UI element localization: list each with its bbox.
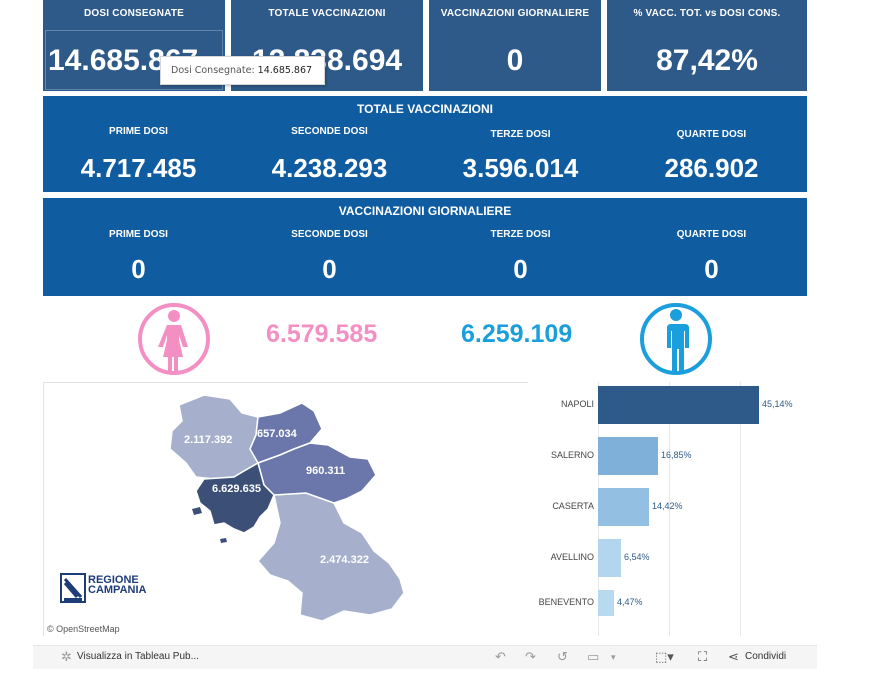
panel-title: TOTALE VACCINAZIONI — [357, 102, 493, 116]
revert-icon[interactable]: ↺ — [557, 649, 568, 664]
cell-label: TERZE DOSI — [490, 229, 551, 240]
cell-label: SECONDE DOSI — [291, 126, 368, 137]
bar-value-label: 4,47% — [617, 597, 643, 607]
kpi-vaccinazioni-giornaliere[interactable]: VACCINAZIONI GIORNALIERE 0 — [429, 0, 601, 91]
male-icon — [640, 303, 712, 375]
cell-terze-dosi[interactable]: TERZE DOSI 3.596.014 — [425, 129, 616, 184]
logo-line-2: CAMPANIA — [88, 584, 147, 596]
bar[interactable] — [598, 488, 649, 526]
province-napoli — [195, 461, 275, 534]
panel-vaccinazioni-giornaliere: VACCINAZIONI GIORNALIERE PRIME DOSI 0 SE… — [43, 198, 807, 296]
cell-label: TERZE DOSI — [490, 129, 551, 140]
map-label-salerno: 2.474.322 — [320, 554, 369, 566]
map-label-avellino: 960.311 — [306, 465, 346, 477]
kpi-label: VACCINAZIONI GIORNALIERE — [440, 8, 590, 19]
kpi-label: DOSI CONSEGNATE — [83, 8, 185, 19]
tooltip-value: 14.685.867 — [257, 65, 313, 76]
undo-icon[interactable]: ↶ — [495, 649, 506, 664]
gridline — [669, 382, 670, 636]
province-avellino — [257, 442, 377, 504]
cell-value: 286.902 — [664, 153, 759, 183]
cell-value: 0 — [322, 254, 337, 284]
logo-text: REGIONE CAMPANIA — [88, 574, 147, 596]
cell-value: 0 — [704, 254, 719, 284]
bar-category-label: CASERTA — [552, 501, 594, 511]
tableau-icon[interactable]: ✲ — [61, 649, 72, 664]
map-label-benevento: 657.034 — [257, 428, 297, 440]
logo-line-1: REGIONE — [88, 574, 139, 586]
kpi-value: 0 — [506, 44, 524, 77]
bar-value-label: 14,42% — [652, 501, 683, 511]
cell-seconde-dosi[interactable]: SECONDE DOSI 0 — [234, 229, 425, 285]
bar-category-label: NAPOLI — [560, 399, 594, 409]
gridline — [740, 382, 741, 636]
campania-map[interactable]: 2.117.392 657.034 960.311 6.629.635 2.47… — [43, 382, 528, 636]
kpi-dosi-consegnate[interactable]: DOSI CONSEGNATE 14.685.867 — [43, 0, 225, 91]
fullscreen-icon[interactable]: ⛶ — [698, 649, 708, 664]
cell-terze-dosi[interactable]: TERZE DOSI 0 — [425, 229, 616, 285]
bar-category-label: BENEVENTO — [538, 597, 594, 607]
bar-category-label: AVELLINO — [550, 552, 594, 562]
regione-campania-logo — [60, 573, 86, 603]
cell-value: 0 — [513, 254, 528, 284]
cell-seconde-dosi[interactable]: SECONDE DOSI 4.238.293 — [234, 126, 425, 184]
cell-label: QUARTE DOSI — [676, 229, 747, 240]
island-capri — [220, 538, 227, 543]
download-icon[interactable]: ⬚▾ — [655, 649, 674, 664]
cell-label: PRIME DOSI — [109, 229, 168, 240]
refresh-icon[interactable]: ▭ — [587, 649, 600, 664]
province-salerno — [257, 492, 405, 622]
cell-value: 3.596.014 — [462, 153, 579, 183]
kpi-label: % VACC. TOT. vs DOSI CONS. — [633, 8, 781, 19]
bar-category-label: SALERNO — [550, 450, 594, 460]
panel-totale-vaccinazioni: TOTALE VACCINAZIONI PRIME DOSI 4.717.485… — [43, 96, 807, 192]
bar-value-label: 45,14% — [762, 399, 793, 409]
pause-dropdown-icon[interactable]: ▾ — [611, 652, 616, 662]
cell-quarte-dosi[interactable]: QUARTE DOSI 286.902 — [616, 129, 807, 184]
tableau-toolbar: ✲ Visualizza in Tableau Pub... ↶ ↷ ↺ ▭ ▾… — [33, 645, 817, 669]
map-label-caserta: 2.117.392 — [184, 434, 233, 446]
cell-prime-dosi[interactable]: PRIME DOSI 0 — [43, 229, 234, 285]
kpi-label: TOTALE VACCINAZIONI — [268, 8, 386, 19]
bar-value-label: 16,85% — [661, 450, 692, 460]
share-icon[interactable]: ⋖ — [728, 649, 739, 664]
cell-label: SECONDE DOSI — [291, 229, 368, 240]
panel-title: VACCINAZIONI GIORNALIERE — [338, 204, 512, 218]
osm-attribution[interactable]: © OpenStreetMap — [47, 624, 120, 634]
cell-quarte-dosi[interactable]: QUARTE DOSI 0 — [616, 229, 807, 285]
cell-value: 4.238.293 — [271, 153, 388, 183]
male-count: 6.259.109 — [461, 320, 573, 348]
kpi-percent-vacc[interactable]: % VACC. TOT. vs DOSI CONS. 87,42% — [607, 0, 807, 91]
female-icon — [138, 303, 210, 375]
map-shapes — [169, 394, 405, 622]
cell-value: 4.717.485 — [80, 153, 197, 183]
female-count: 6.579.585 — [266, 320, 378, 348]
share-button[interactable]: Condividi — [745, 651, 787, 662]
tooltip-label: Dosi Consegnate: — [171, 65, 255, 76]
bar[interactable] — [598, 590, 614, 616]
cell-value: 0 — [131, 254, 146, 284]
view-in-tableau-link[interactable]: Visualizza in Tableau Pub... — [77, 651, 199, 662]
bar[interactable] — [598, 539, 621, 577]
island-ischia — [192, 507, 202, 515]
redo-icon[interactable]: ↷ — [525, 649, 536, 664]
cell-label: PRIME DOSI — [109, 126, 168, 137]
province-bar-chart: NAPOLI 45,14% SALERNO 16,85% CASERTA 14,42% AV… — [528, 382, 808, 636]
cell-prime-dosi[interactable]: PRIME DOSI 4.717.485 — [43, 126, 234, 184]
bar-value-label: 6,54% — [624, 552, 650, 562]
bar[interactable] — [598, 437, 658, 475]
cell-label: QUARTE DOSI — [676, 129, 747, 140]
kpi-value: 87,42% — [656, 44, 758, 77]
tooltip: Dosi Consegnate: 14.685.867 — [160, 56, 325, 85]
bar[interactable] — [598, 386, 759, 424]
map-label-napoli: 6.629.635 — [212, 483, 261, 495]
